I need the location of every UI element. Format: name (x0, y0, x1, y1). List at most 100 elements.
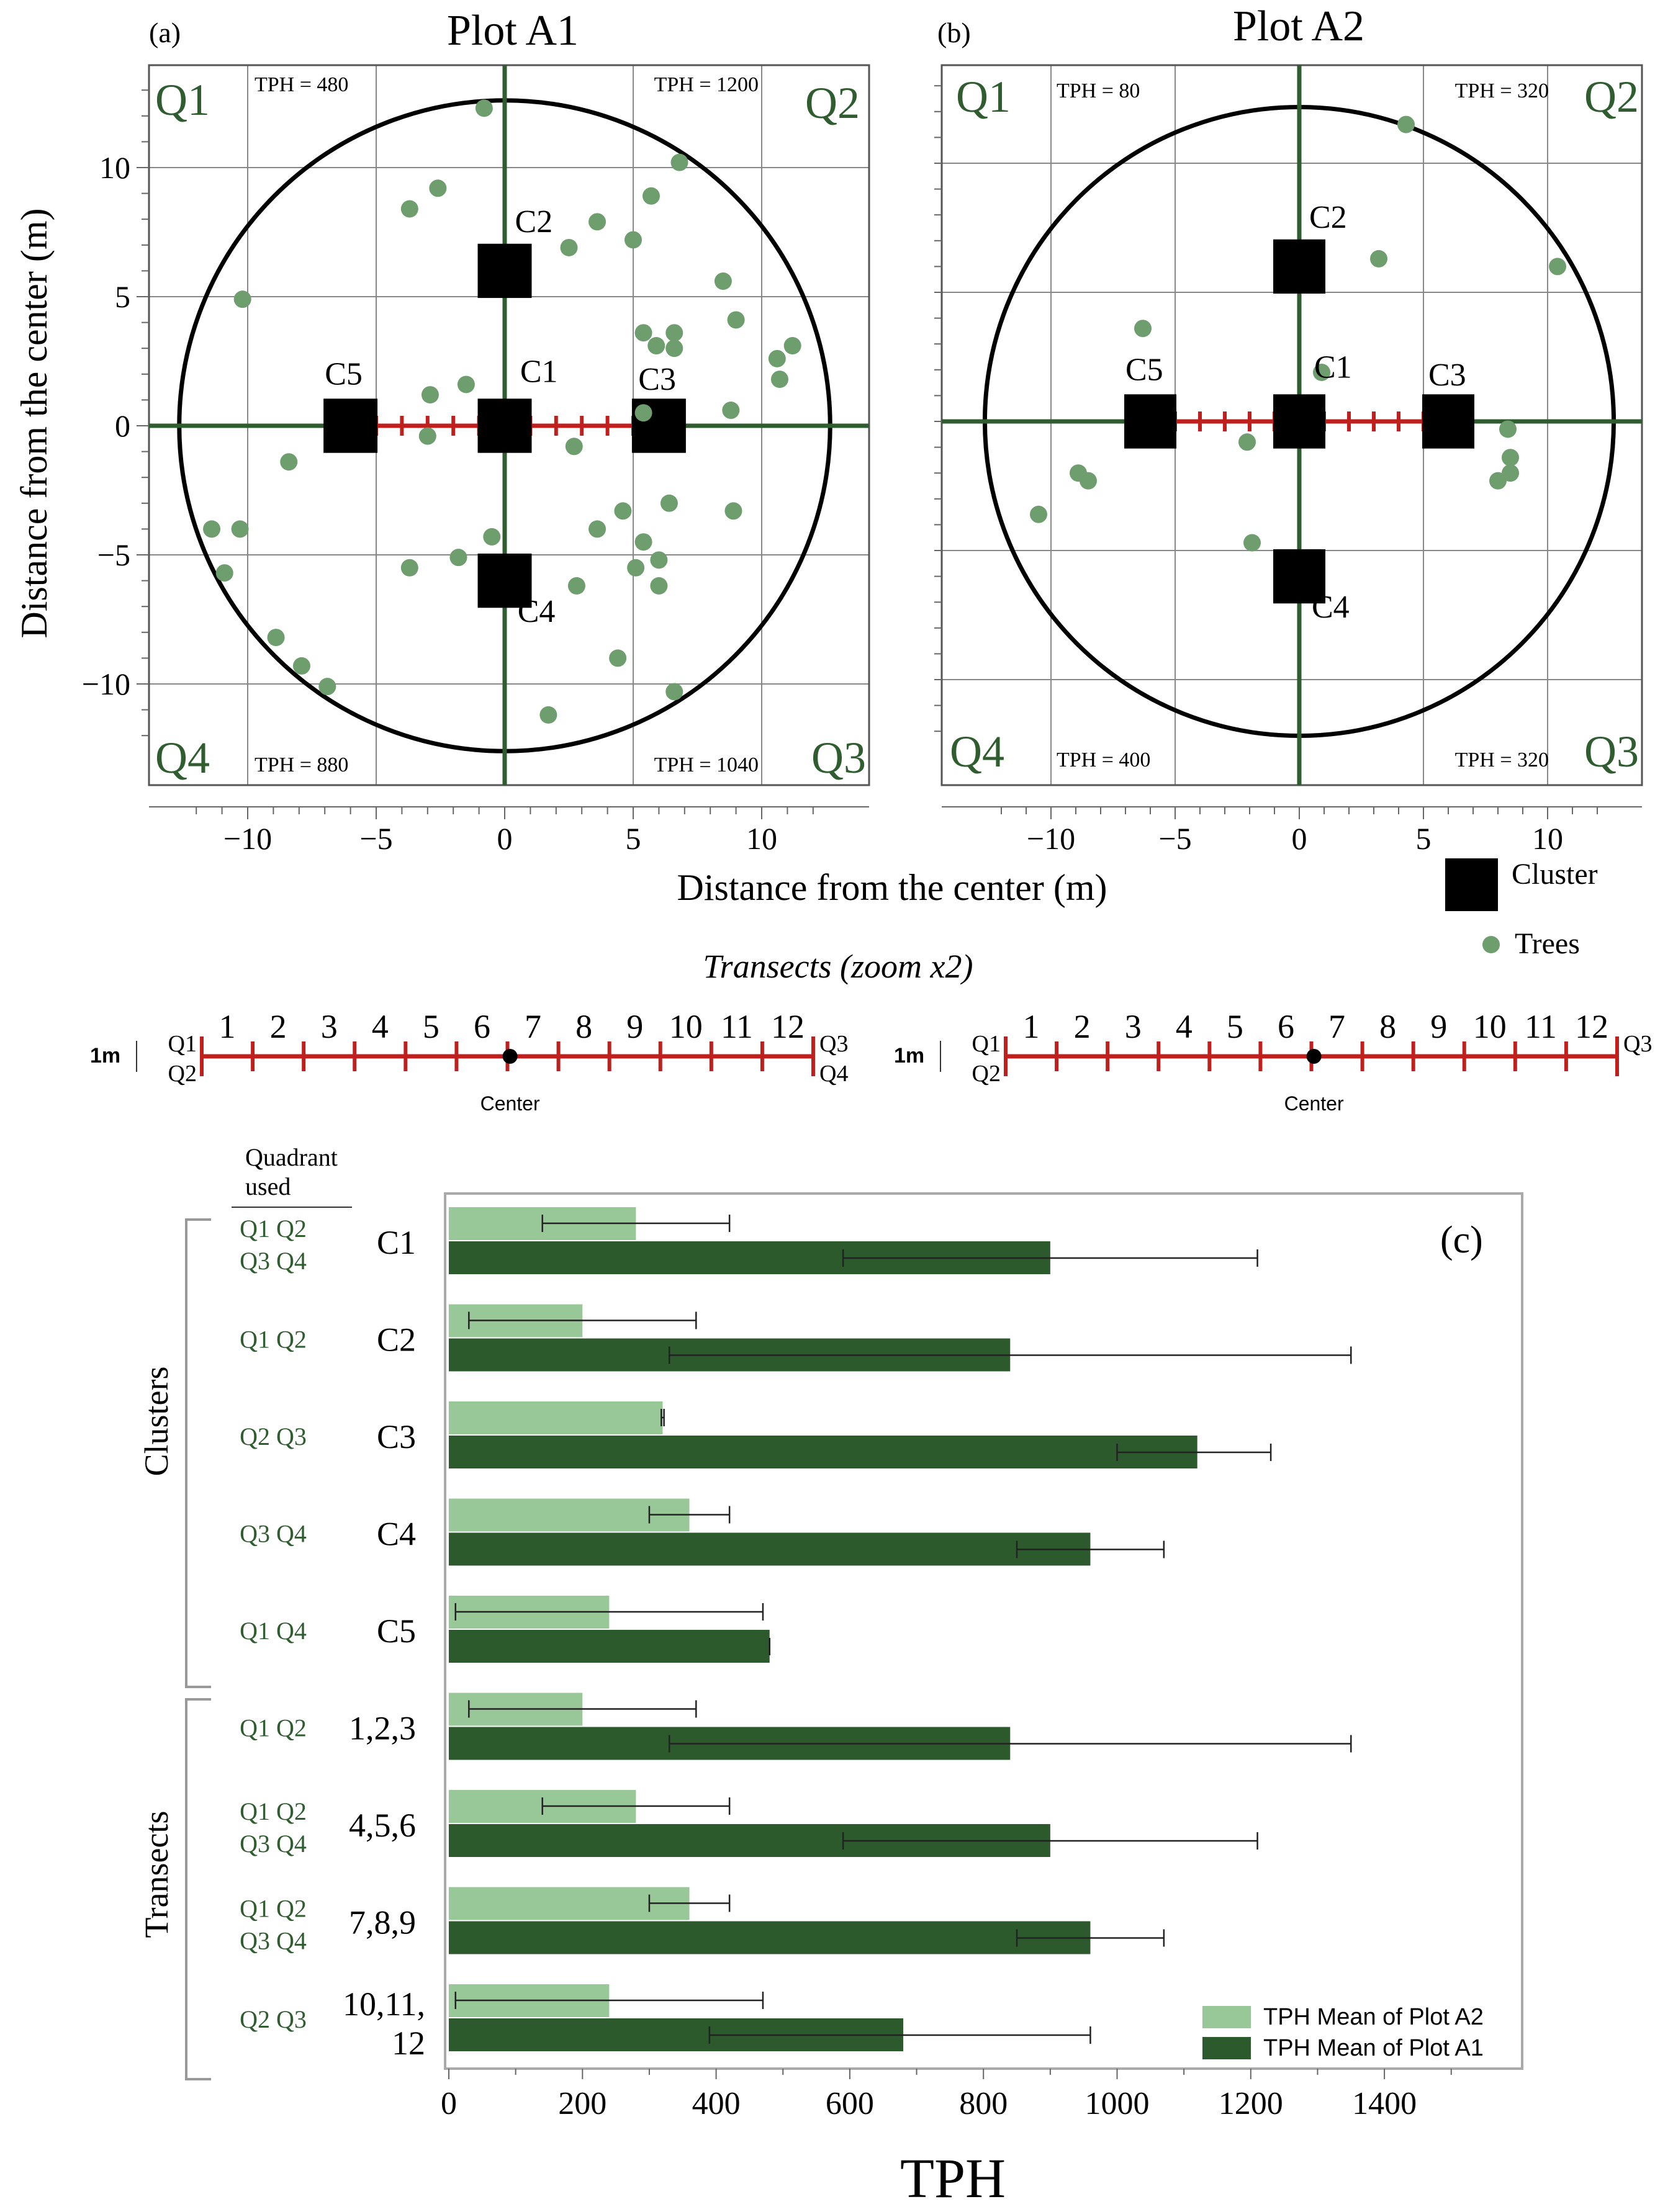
quadrant-used-label: Q3 Q4 (240, 1247, 307, 1275)
tree-point (647, 337, 665, 355)
quadrant-used-label: Q1 Q2 (240, 1714, 307, 1742)
panel-a-tag: (a) (149, 17, 181, 48)
tph-bar-chart: (c) Quadrant used C1 C2 C3 C4 C5 1,2,3 4,5,6 7,… (138, 1143, 1523, 2210)
strip-number: 11 (721, 1008, 753, 1045)
panel-b-cluster-labels: C1 C2 C3 C4 C5 (1125, 200, 1466, 625)
tree-point (783, 337, 801, 355)
legend-a1-swatch (1202, 2037, 1251, 2059)
strip-number: 3 (1125, 1008, 1142, 1045)
y-tick-label: 5 (115, 279, 130, 314)
tree-point (1080, 472, 1097, 490)
tree-point (1549, 258, 1566, 276)
strip-number: 10 (1473, 1008, 1507, 1045)
panel-b-q4-label: Q4 (950, 727, 1004, 776)
tree-point (768, 349, 786, 367)
bar-a2-C3 (449, 1401, 663, 1434)
strip-number: 9 (626, 1008, 643, 1045)
scale-label: 1m (90, 1044, 120, 1068)
strip-number: 3 (321, 1008, 338, 1045)
legend-a2-label: TPH Mean of Plot A2 (1263, 2004, 1484, 2030)
quadrant-used-label: Q2 Q3 (240, 1423, 307, 1450)
tree-point (670, 153, 688, 171)
panel-a-q1-label: Q1 (155, 75, 210, 125)
cluster-square-c3 (1422, 394, 1474, 449)
cluster-square-c1 (477, 398, 532, 453)
tree-point (475, 99, 493, 117)
tree-point (483, 528, 501, 546)
tree-point (770, 371, 788, 389)
strip-number: 6 (1278, 1008, 1294, 1045)
strip-number: 11 (1525, 1008, 1557, 1045)
cluster-square-c4 (1273, 549, 1325, 604)
tree-point (650, 577, 668, 595)
tree-point (400, 200, 418, 218)
strip-number: 4 (372, 1008, 389, 1045)
tree-point (429, 179, 447, 197)
panel-a-x-ticks: −10 −5 0 5 10 (149, 806, 869, 856)
strip-number: 10 (669, 1008, 703, 1045)
tree-point (642, 187, 660, 205)
tree-point (1502, 449, 1519, 467)
quadrant-used-label: Q3 Q4 (240, 1927, 307, 1955)
category-label: C1 (377, 1224, 416, 1261)
y-tick-label: −5 (97, 537, 130, 572)
category-label: 4,5,6 (349, 1807, 416, 1844)
tree-point (724, 502, 742, 520)
tree-point (650, 551, 668, 569)
chart-quadrant-labels: Q1 Q2 Q3 Q4 Q1 Q2 Q2 Q3 Q3 Q4 Q1 Q4 Q1 Q2 Q1 Q2… (240, 1215, 307, 2033)
bar-a1-C4 (449, 1532, 1091, 1566)
legend-cluster-label: Cluster (1512, 858, 1598, 891)
panel-a-q2-label: Q2 (805, 78, 860, 128)
strip-number: 8 (575, 1008, 592, 1045)
transects-title: Transects (zoom x2) (703, 948, 973, 985)
strip-q1-label: Q1 (168, 1031, 197, 1057)
tree-point (565, 438, 583, 456)
panel-a-cluster-labels: C1 C2 C3 C4 C5 (325, 204, 676, 629)
category-label: 7,8,9 (349, 1904, 416, 1941)
tree-point (1134, 320, 1152, 338)
tree-point (418, 427, 436, 445)
panel-a-tph-q1: TPH = 480 (255, 73, 348, 96)
tree-point (614, 502, 632, 520)
strip-number: 1 (1023, 1008, 1040, 1045)
quadrant-used-label: Q1 Q2 (240, 1215, 307, 1243)
panel-a-map: (a) Plot A1 C1 C2 C3 C4 C5 Q1 Q2 Q3 Q4 TPH =… (82, 7, 870, 856)
panel-a-clusters (323, 243, 686, 608)
category-label: C4 (377, 1516, 416, 1553)
chart-bars (449, 1207, 1352, 2051)
chart-x-axis-label: TPH (900, 2148, 1006, 2210)
tree-point (1489, 472, 1507, 490)
transects-group-label: Transects (138, 1810, 175, 1938)
cluster-label-c5: C5 (1125, 352, 1163, 387)
quadrant-used-label: Q1 Q2 (240, 1797, 307, 1825)
cluster-square-c1 (1273, 394, 1325, 449)
strip-number: 1 (219, 1008, 236, 1045)
tree-point (233, 290, 251, 308)
cluster-label-c3: C3 (638, 362, 676, 397)
scale-label: 1m (894, 1044, 924, 1068)
tree-point (457, 375, 475, 393)
chart-x-tick-label: 1000 (1085, 2086, 1150, 2121)
panel-a-tph-q3: TPH = 1040 (654, 753, 759, 776)
tree-point (634, 404, 652, 422)
tree-point (400, 559, 418, 577)
cluster-square-c2 (477, 243, 532, 299)
strip-number: 9 (1430, 1008, 1447, 1045)
panel-b-frame (940, 64, 1643, 786)
panel-b-tph-q4: TPH = 400 (1057, 749, 1150, 771)
panel-b-title: Plot A2 (1233, 2, 1364, 50)
tree-point (1243, 534, 1261, 552)
tree-point (567, 577, 585, 595)
chart-x-ticks: 0 200 400 600 800 1000 1200 1400 (441, 2069, 1452, 2121)
bar-a1-C3 (449, 1436, 1197, 1468)
strip-number: 5 (423, 1008, 440, 1045)
tree-point (634, 533, 652, 551)
x-tick-label: −5 (359, 821, 392, 856)
tree-point (665, 339, 683, 357)
panel-b-x-ticks: −10 −5 0 5 10 (942, 806, 1642, 856)
tree-point (1238, 433, 1256, 451)
panel-b-q2-label: Q2 (1584, 72, 1639, 122)
tree-point (714, 272, 732, 290)
tree-point (203, 520, 221, 538)
cluster-square-c5 (323, 398, 378, 453)
